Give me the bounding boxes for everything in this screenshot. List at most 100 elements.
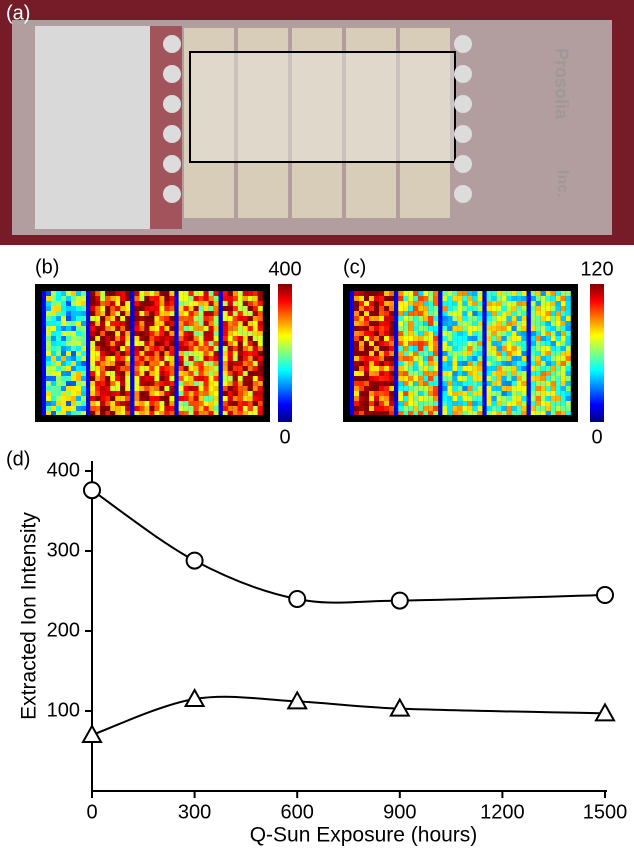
heatmap-cell [227,321,233,326]
heatmap-cell [486,301,492,306]
heatmap-cell [560,351,566,356]
heatmap-cell [452,321,458,326]
heatmap-cell [511,291,517,296]
heatmap-cell [530,396,536,401]
heatmap-cell [227,376,233,381]
hole [454,125,472,143]
heatmap-cell [535,411,541,415]
heatmap-cell [398,371,404,376]
heatmap-cell [462,366,468,371]
heatmap-cell [452,351,458,356]
heatmap-cell [169,336,175,341]
heatmap-cell [66,331,71,336]
heatmap-cell [472,326,478,331]
heatmap-cell [535,371,541,376]
heatmap-cell [501,326,507,331]
heatmap-cell [545,326,551,331]
heatmap-cell [496,316,502,321]
heatmap-cell [491,306,497,311]
heatmap-cell [178,411,184,415]
triangle-marker [81,723,103,743]
heatmap-cell [90,346,96,351]
heatmap-cell [149,306,155,311]
heatmap-cell [555,406,561,411]
heatmap-cell [46,306,51,311]
heatmap-cell [232,356,238,361]
heatmap-cell [164,341,170,346]
heatmap-cell [252,336,258,341]
heatmap-cell [447,411,453,415]
heatmap-cell [76,341,81,346]
heatmap-cell [61,341,66,346]
heatmap-cell [540,321,546,326]
heatmap-cell [516,326,522,331]
heatmap-cell [247,391,253,396]
heatmap-cell [257,336,263,341]
heatmap-cell [51,331,56,336]
heatmap-cell [418,411,424,415]
heatmap-cell [105,296,111,301]
heatmap-cell [125,291,131,296]
heatmap-cell [423,391,429,396]
heatmap-cell [105,326,111,331]
heatmap-cell [66,381,71,386]
heatmap-cell [467,401,473,406]
heatmap-cell [452,291,458,296]
heatmap-cell [530,356,536,361]
heatmap-cell [56,306,61,311]
heatmap-cell [428,361,434,366]
heatmap-cell [237,376,243,381]
heatmap-cell [398,291,404,296]
heatmap-cell [252,291,258,296]
heatmap-cell [76,361,81,366]
heatmap-cell [51,361,56,366]
heatmap-cell [76,301,81,306]
heatmap-cell [139,371,145,376]
heatmap-cell [521,316,527,321]
heatmap-cell [71,401,76,406]
heatmap-cell [56,341,61,346]
heatmap-cell [418,386,424,391]
heatmap-cell [149,321,155,326]
heatmap-cell [398,411,404,415]
heatmap-cell [540,296,546,301]
heatmap-cell [208,306,214,311]
heatmap-cell [369,381,374,386]
heatmap-cell [66,346,71,351]
heatmap-cell [193,336,199,341]
heatmap-cell [257,376,263,381]
heatmap-cell [208,386,214,391]
heatmap-cell [369,396,374,401]
heatmap-cell [467,336,473,341]
heatmap-cell [545,376,551,381]
heatmap-cell [354,366,359,371]
heatmap-cell [496,346,502,351]
heatmap-cell [442,361,448,366]
heatmap-cell [501,356,507,361]
heatmap-cell [51,366,56,371]
heatmap-cell [232,391,238,396]
heatmap-cell [169,326,175,331]
heatmap-cell [452,401,458,406]
heatmap-cell [354,391,359,396]
heatmap-cell [442,331,448,336]
heatmap-cell [149,356,155,361]
heatmap-cell [384,311,389,316]
heatmap-cell [535,406,541,411]
heatmap-cell [389,366,394,371]
heatmap-cell [535,396,541,401]
heatmap-cell [193,346,199,351]
heatmap-cell [374,351,379,356]
heatmap-cell [66,406,71,411]
heatmap-cell [178,406,184,411]
heatmap-cell [198,391,204,396]
heatmap-cell [178,386,184,391]
heatmap-cell [90,376,96,381]
heatmap-cell [169,376,175,381]
heatmap-cell [81,371,86,376]
heatmap-cell [134,351,140,356]
heatmap-cell [477,296,483,301]
heatmap-cell [398,326,404,331]
heatmap-cell [423,371,429,376]
heatmap-cell [95,326,101,331]
